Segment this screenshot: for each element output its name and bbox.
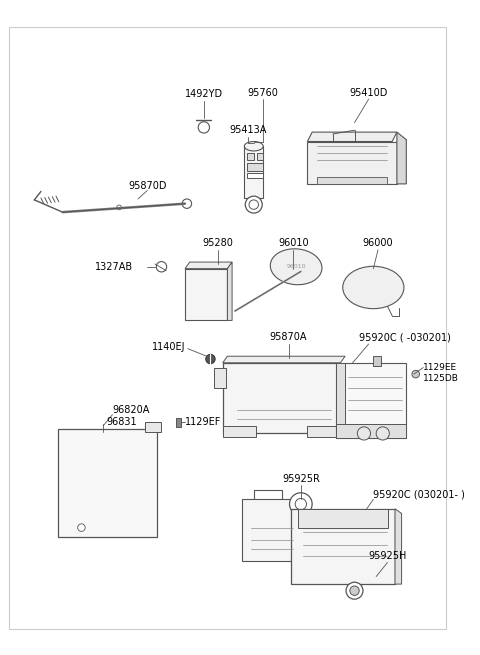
Text: 1492YD: 1492YD (185, 90, 223, 100)
Circle shape (156, 261, 167, 272)
Bar (176, 419, 181, 427)
Bar (298, 509, 388, 528)
Circle shape (206, 354, 215, 364)
Polygon shape (397, 132, 406, 184)
Bar (241, 499, 293, 561)
Bar (247, 163, 263, 171)
Polygon shape (244, 146, 263, 198)
Circle shape (376, 427, 389, 440)
Circle shape (289, 493, 312, 515)
Bar (336, 363, 406, 438)
Text: 95920C ( -030201): 95920C ( -030201) (359, 332, 451, 343)
Circle shape (245, 196, 262, 213)
Bar (214, 367, 226, 388)
Text: 1327AB: 1327AB (96, 262, 133, 272)
Text: 95413A: 95413A (229, 125, 267, 135)
Bar (144, 422, 161, 432)
Text: 1129EF: 1129EF (185, 417, 221, 427)
Bar (247, 173, 263, 178)
Polygon shape (185, 262, 232, 269)
Text: 95410D: 95410D (349, 88, 388, 98)
Circle shape (357, 427, 371, 440)
Bar (257, 153, 263, 160)
Circle shape (249, 200, 258, 210)
Polygon shape (307, 132, 397, 141)
Text: 95280: 95280 (203, 238, 233, 248)
Circle shape (412, 370, 420, 378)
Text: 95870A: 95870A (270, 332, 307, 343)
Ellipse shape (244, 141, 263, 151)
Circle shape (198, 122, 209, 133)
Bar (223, 426, 256, 437)
Text: 95760: 95760 (248, 88, 278, 98)
Bar (247, 153, 254, 160)
Circle shape (78, 524, 85, 531)
Bar (58, 429, 157, 537)
Circle shape (295, 498, 307, 510)
Text: 1129EE: 1129EE (423, 363, 457, 372)
Circle shape (117, 205, 121, 210)
Circle shape (350, 586, 359, 595)
Bar (223, 363, 340, 434)
Ellipse shape (270, 249, 322, 285)
Text: 96010: 96010 (278, 238, 309, 248)
Bar (336, 424, 406, 438)
Text: 95870D: 95870D (128, 181, 167, 191)
Text: 1125DB: 1125DB (423, 374, 459, 383)
Ellipse shape (343, 267, 404, 309)
Bar (317, 178, 387, 184)
Polygon shape (223, 356, 345, 363)
Bar (307, 426, 340, 437)
Polygon shape (228, 262, 232, 320)
Circle shape (346, 582, 363, 599)
Text: 96010: 96010 (287, 264, 306, 269)
Bar (373, 356, 381, 365)
Circle shape (182, 199, 192, 208)
Text: 96831: 96831 (107, 417, 137, 427)
Text: 95920C (030201- ): 95920C (030201- ) (373, 490, 465, 500)
Bar (185, 269, 228, 320)
Text: 95925H: 95925H (368, 551, 407, 561)
Bar (336, 363, 345, 438)
Bar (291, 509, 395, 584)
Text: 96820A: 96820A (112, 405, 150, 415)
Text: 96000: 96000 (363, 238, 394, 248)
Text: 1140EJ: 1140EJ (152, 342, 185, 352)
Polygon shape (395, 509, 402, 584)
Bar (307, 141, 397, 184)
Text: 95925R: 95925R (282, 474, 320, 483)
